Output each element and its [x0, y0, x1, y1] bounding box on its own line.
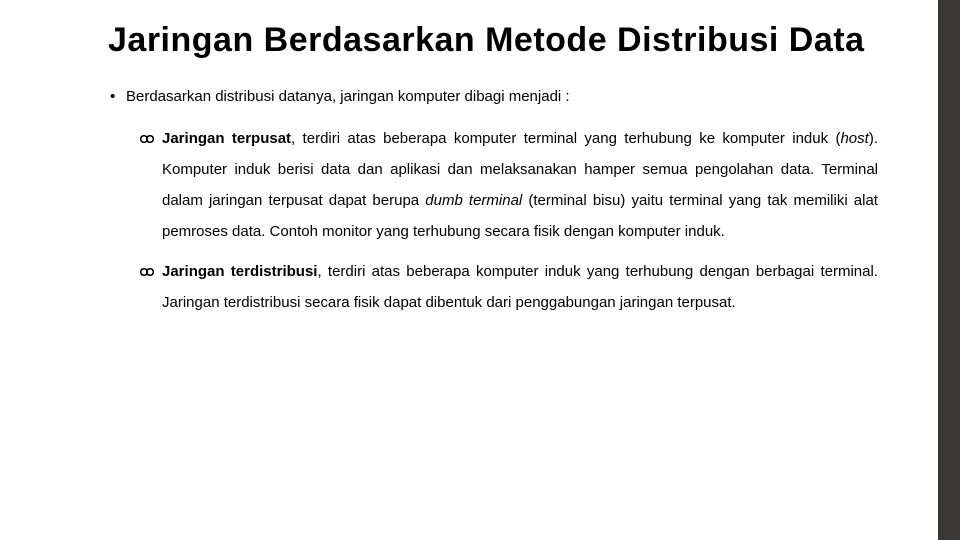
side-strip	[938, 0, 960, 540]
sub-list: Jaringan terpusat, terdiri atas beberapa…	[108, 124, 878, 319]
item-italic: host	[840, 130, 868, 147]
list-item: Jaringan terdistribusi, terdiri atas beb…	[144, 257, 878, 319]
list-item: Jaringan terpusat, terdiri atas beberapa…	[144, 124, 878, 247]
slide-content: Jaringan Berdasarkan Metode Distribusi D…	[0, 0, 938, 540]
item-text: , terdiri atas beberapa komputer termina…	[291, 130, 840, 147]
item-lead: Jaringan terpusat	[162, 130, 291, 147]
intro-text: Berdasarkan distribusi datanya, jaringan…	[108, 87, 878, 107]
page-title: Jaringan Berdasarkan Metode Distribusi D…	[108, 20, 878, 61]
item-italic: dumb terminal	[425, 192, 528, 209]
item-lead: Jaringan terdistribusi	[162, 263, 317, 280]
